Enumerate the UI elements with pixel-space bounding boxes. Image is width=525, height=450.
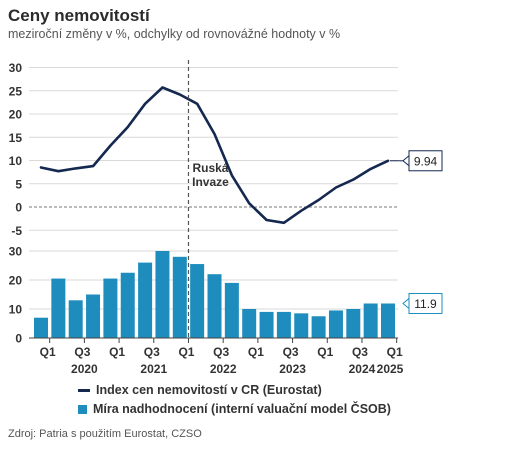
xtick-year-2: 2022 bbox=[210, 362, 237, 376]
bar-8 bbox=[172, 256, 187, 338]
bar-7 bbox=[155, 251, 170, 338]
legend-item-line: Index cen nemovitostí v CR (Eurostat) bbox=[78, 383, 322, 397]
chart-title: Ceny nemovitostí bbox=[8, 6, 150, 25]
source-note: Zdroj: Patria s použitím Eurostat, CZSO bbox=[8, 428, 202, 440]
bar-19 bbox=[363, 303, 378, 338]
line-series-path bbox=[39, 86, 390, 225]
bar-11 bbox=[224, 282, 239, 338]
bar-1 bbox=[51, 278, 66, 338]
xtick-quarter-1: Q3 bbox=[74, 345, 90, 359]
legend-bar-swatch bbox=[78, 405, 87, 415]
bar-9 bbox=[190, 264, 205, 338]
event-label-line1: Ruská bbox=[192, 161, 228, 175]
bar-13 bbox=[259, 311, 274, 338]
ytick-line-2: 20 bbox=[9, 108, 23, 122]
xtick-year-4: 2024 bbox=[349, 362, 376, 376]
event-label-line2: Invaze bbox=[192, 175, 229, 189]
legend-label-line: Index cen nemovitostí v CR (Eurostat) bbox=[96, 383, 322, 397]
bar-18 bbox=[346, 309, 361, 338]
bar-4 bbox=[103, 278, 118, 338]
ytick-line-3: 15 bbox=[9, 131, 23, 145]
ytick-bar-3: 0 bbox=[15, 332, 22, 346]
xtick-year-1: 2021 bbox=[140, 362, 167, 376]
chart-subtitle: meziroční změny v %, odchylky od rovnová… bbox=[8, 27, 341, 41]
bar-17 bbox=[328, 310, 343, 338]
bar-end-pointer bbox=[402, 297, 410, 310]
ytick-line-0: 30 bbox=[9, 61, 23, 75]
ytick-line-1: 25 bbox=[9, 84, 23, 98]
xtick-year-0: 2020 bbox=[71, 362, 98, 376]
legend-label-bar: Míra nadhodnocení (interní valuační mode… bbox=[93, 402, 391, 416]
line-end-label: 9.94 bbox=[414, 154, 438, 168]
ytick-line-4: 10 bbox=[9, 154, 23, 168]
bar-6 bbox=[138, 262, 153, 338]
legend-line-swatch bbox=[78, 389, 90, 393]
bar-end-box bbox=[408, 292, 443, 314]
bar-14 bbox=[276, 311, 291, 338]
xtick-quarter-2: Q1 bbox=[109, 345, 125, 359]
xtick-quarter-6: Q1 bbox=[248, 345, 264, 359]
xtick-quarter-3: Q3 bbox=[144, 345, 160, 359]
line-end-pointer bbox=[402, 154, 410, 167]
bar-16 bbox=[311, 316, 326, 338]
ytick-line-5: 5 bbox=[15, 177, 22, 191]
bar-end-label: 11.9 bbox=[414, 297, 437, 311]
xtick-quarter-7: Q3 bbox=[283, 345, 299, 359]
bar-3 bbox=[86, 294, 101, 338]
ytick-line-7: -5 bbox=[11, 224, 22, 238]
bar-5 bbox=[120, 272, 135, 338]
line-end-box bbox=[408, 150, 443, 172]
xtick-quarter-9: Q3 bbox=[352, 345, 368, 359]
bar-20 bbox=[381, 303, 395, 338]
xtick-quarter-0: Q1 bbox=[40, 345, 56, 359]
xtick-year-5: 2025 bbox=[377, 362, 404, 376]
ytick-bar-2: 10 bbox=[9, 303, 23, 317]
xtick-quarter-10: Q1 bbox=[387, 345, 403, 359]
bar-15 bbox=[294, 313, 309, 338]
xtick-year-3: 2023 bbox=[279, 362, 306, 376]
ytick-bar-1: 20 bbox=[9, 274, 23, 288]
xtick-quarter-8: Q1 bbox=[317, 345, 333, 359]
ytick-bar-0: 30 bbox=[9, 245, 23, 259]
bar-2 bbox=[68, 300, 83, 338]
xtick-quarter-4: Q1 bbox=[178, 345, 194, 359]
legend-item-bar: Míra nadhodnocení (interní valuační mode… bbox=[78, 402, 391, 416]
xtick-quarter-5: Q3 bbox=[213, 345, 229, 359]
bar-12 bbox=[242, 309, 257, 338]
bar-10 bbox=[207, 274, 222, 338]
bar-0 bbox=[34, 317, 48, 338]
ytick-line-6: 0 bbox=[15, 201, 22, 215]
